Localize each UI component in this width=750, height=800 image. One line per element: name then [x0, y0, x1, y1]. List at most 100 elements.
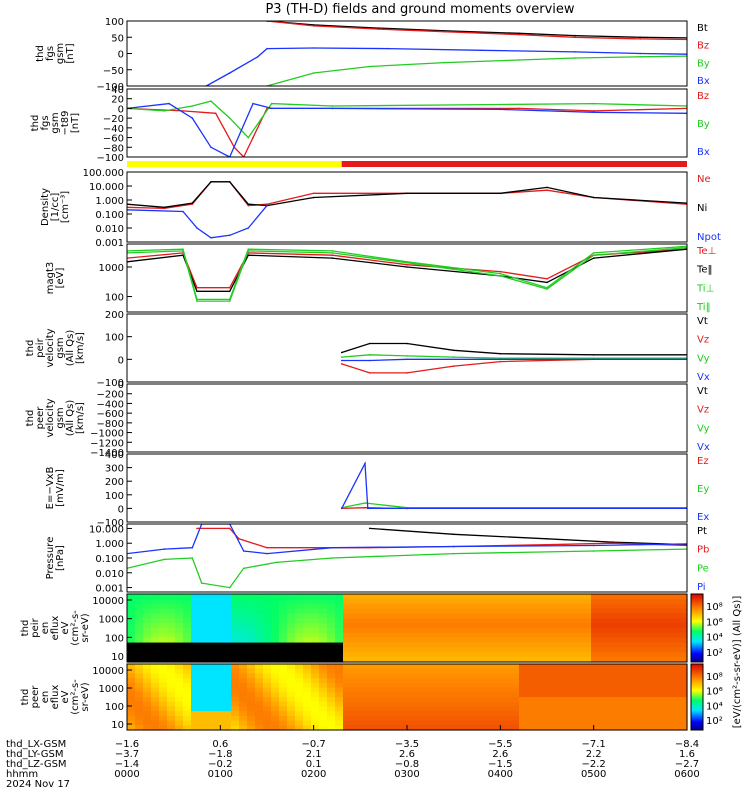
spectrogram-cell — [351, 637, 360, 644]
spectrogram-cell — [679, 637, 688, 644]
spectrogram-cell — [519, 657, 528, 663]
spectrogram-cell — [335, 687, 344, 693]
series-line-ey — [341, 502, 687, 509]
spectrogram-cell — [439, 664, 448, 670]
series-line-bt — [266, 21, 687, 39]
spectrogram-cell — [223, 628, 232, 634]
spectrogram-cell — [287, 668, 296, 675]
spectrogram-cell — [415, 652, 424, 658]
spectrogram-cell — [415, 642, 424, 649]
spectrogram-cell — [143, 657, 152, 663]
spectrogram-cell — [527, 668, 536, 675]
spectrogram-cell — [375, 642, 384, 649]
spectrogram-cell — [303, 673, 312, 679]
data-point-ni — [546, 186, 548, 189]
data-point-pe — [191, 557, 194, 559]
spectrogram-cell — [607, 608, 616, 615]
spectrogram-cell — [399, 678, 408, 684]
spectrogram-cell — [239, 682, 248, 689]
spectrogram-cell — [271, 652, 280, 658]
spectrogram-cell — [679, 598, 688, 605]
panel-frame — [126, 453, 688, 523]
data-point-bz — [592, 110, 595, 112]
spectrogram-cell — [239, 613, 248, 619]
spectrogram-cell — [551, 603, 560, 610]
spectrogram-cell — [351, 598, 360, 605]
spectrogram-cell — [551, 628, 560, 634]
spectrogram-cell — [383, 632, 392, 639]
spectrogram-cell — [175, 594, 184, 600]
spectrogram-cell — [175, 692, 184, 698]
spectrogram-cell — [407, 678, 416, 684]
spectrogram-cell — [303, 664, 312, 670]
data-point-pb — [238, 538, 240, 540]
spectrogram-cell — [295, 715, 304, 722]
spectrogram-cell — [295, 647, 304, 653]
spectrogram-cell — [223, 687, 232, 693]
spectrogram-cell — [439, 711, 448, 717]
spectrogram-cell — [159, 608, 168, 615]
colorbar-tick-label: 10⁸ — [706, 602, 723, 613]
spectrogram-cell — [295, 652, 304, 658]
spectrogram-cell — [263, 701, 272, 708]
spectrogram-cell — [639, 637, 648, 644]
spectrogram-cell — [215, 628, 224, 634]
spectrogram-cell — [367, 668, 376, 675]
spectrogram-cell — [175, 613, 184, 619]
spectrogram-cell — [383, 701, 392, 708]
data-point-ni — [592, 196, 595, 199]
legend-item-bx: Bx — [697, 147, 710, 158]
spectrogram-cell — [287, 711, 296, 717]
spectrogram-cell — [511, 632, 520, 639]
spectrogram-cell — [631, 647, 640, 653]
legend-item-vx: Vx — [697, 442, 710, 453]
spectrogram-cell — [527, 725, 536, 731]
spectrogram-cell — [287, 664, 296, 670]
spectrogram-cell — [607, 657, 616, 663]
spectrogram-cell — [487, 598, 496, 605]
spectrogram-cell — [359, 618, 368, 624]
data-point-vx — [368, 359, 371, 362]
spectrogram-cell — [607, 706, 616, 712]
spectrogram-cell — [631, 668, 640, 675]
spectrogram-cell — [591, 618, 600, 624]
spectrogram-cell — [375, 603, 384, 610]
spectrogram-cell — [143, 668, 152, 675]
spectrogram-cell — [335, 613, 344, 619]
spectrogram-cell — [551, 623, 560, 629]
spectrogram-cell — [399, 706, 408, 712]
spectrogram-cell — [439, 697, 448, 703]
spectrogram-cell — [215, 652, 224, 658]
spectrogram-cell — [391, 657, 400, 663]
spectrogram-cell — [135, 594, 144, 600]
spectrogram-cell — [375, 628, 384, 634]
spectrogram-cell — [551, 594, 560, 600]
spectrogram-cell — [463, 715, 472, 722]
data-point-ni — [406, 192, 408, 195]
data-point-bt — [639, 36, 642, 39]
spectrogram-cell — [175, 720, 184, 726]
spectrogram-cell — [471, 598, 480, 605]
spectrogram-cell — [167, 657, 176, 663]
spectrogram-cell — [511, 715, 520, 722]
spectrogram-cell — [599, 715, 608, 722]
spectrogram-cell — [159, 682, 168, 689]
spectrogram-cell — [207, 697, 216, 703]
spectrogram-cell — [239, 701, 248, 708]
spectrogram-cell — [423, 687, 432, 693]
spectrogram-cell — [583, 594, 592, 600]
spectrogram-cell — [359, 628, 368, 634]
spectrogram-cell — [327, 657, 336, 663]
spectrogram-cell — [431, 711, 440, 717]
spectrogram-cell — [279, 697, 288, 703]
spectrogram-cell — [463, 678, 472, 684]
spectrogram-cell — [447, 692, 456, 698]
spectrogram-cell — [503, 647, 512, 653]
spectrogram-cell — [359, 642, 368, 649]
data-point-ni — [247, 203, 250, 205]
spectrogram-cell — [135, 598, 144, 605]
spectrogram-cell — [239, 720, 248, 726]
spectrogram-cell — [303, 623, 312, 629]
spectrogram-cell — [591, 725, 600, 731]
